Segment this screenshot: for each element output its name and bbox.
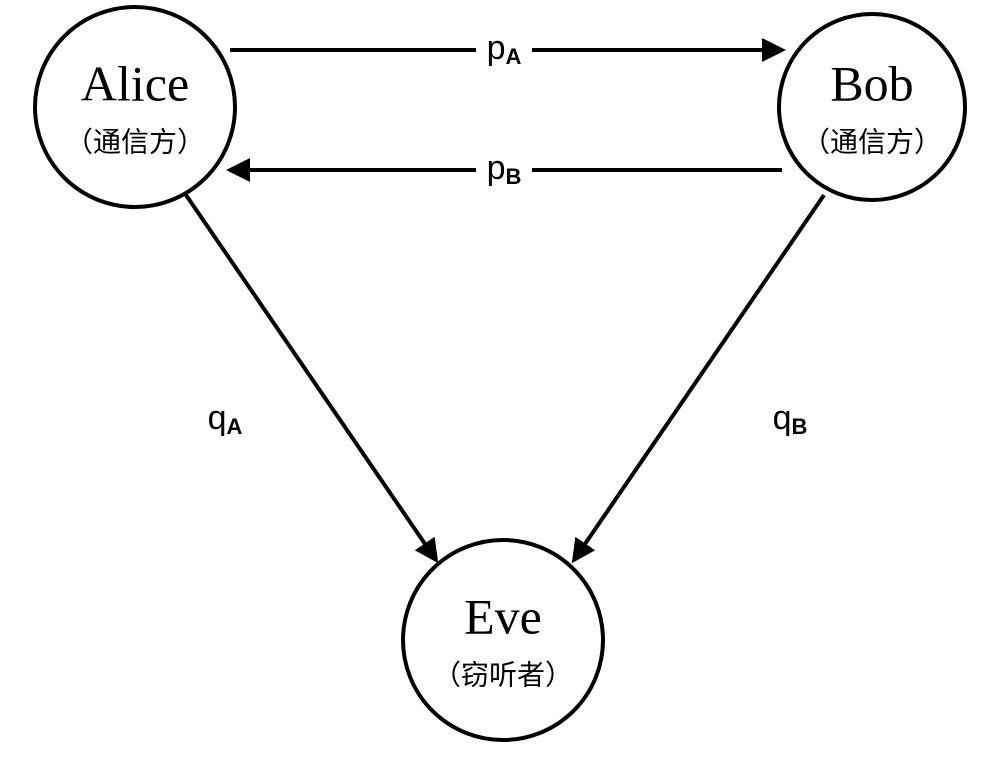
edge-label-qB: qB <box>773 399 808 439</box>
diagram-canvas: pA pB qA qB Alice （通信方） Bob （通信方） <box>0 0 1000 761</box>
edge-label-pA: pA <box>476 29 532 70</box>
edge-qB: qB <box>574 195 824 560</box>
node-eve-sub: （窃听者） <box>433 659 573 691</box>
node-bob-sub: （通信方） <box>802 126 942 158</box>
node-eve-title: Eve <box>464 588 542 644</box>
node-eve: Eve （窃听者） <box>403 540 603 740</box>
node-alice-title: Alice <box>81 55 189 111</box>
edge-pB: pB <box>230 149 782 190</box>
node-alice-sub: （通信方） <box>65 126 205 158</box>
node-bob: Bob （通信方） <box>779 14 965 200</box>
edge-pA: pA <box>230 29 782 70</box>
edge-qA: qA <box>186 195 436 560</box>
edge-label-pB: pB <box>476 149 532 190</box>
edge-label-qA: qA <box>208 399 243 439</box>
node-alice: Alice （通信方） <box>35 7 235 207</box>
node-bob-title: Bob <box>830 55 913 111</box>
